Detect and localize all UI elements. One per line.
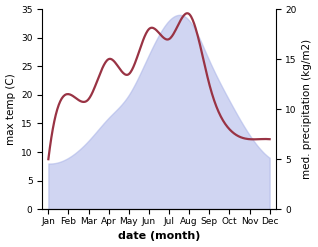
Y-axis label: max temp (C): max temp (C) (5, 73, 16, 145)
X-axis label: date (month): date (month) (118, 231, 200, 242)
Y-axis label: med. precipitation (kg/m2): med. precipitation (kg/m2) (302, 39, 313, 179)
